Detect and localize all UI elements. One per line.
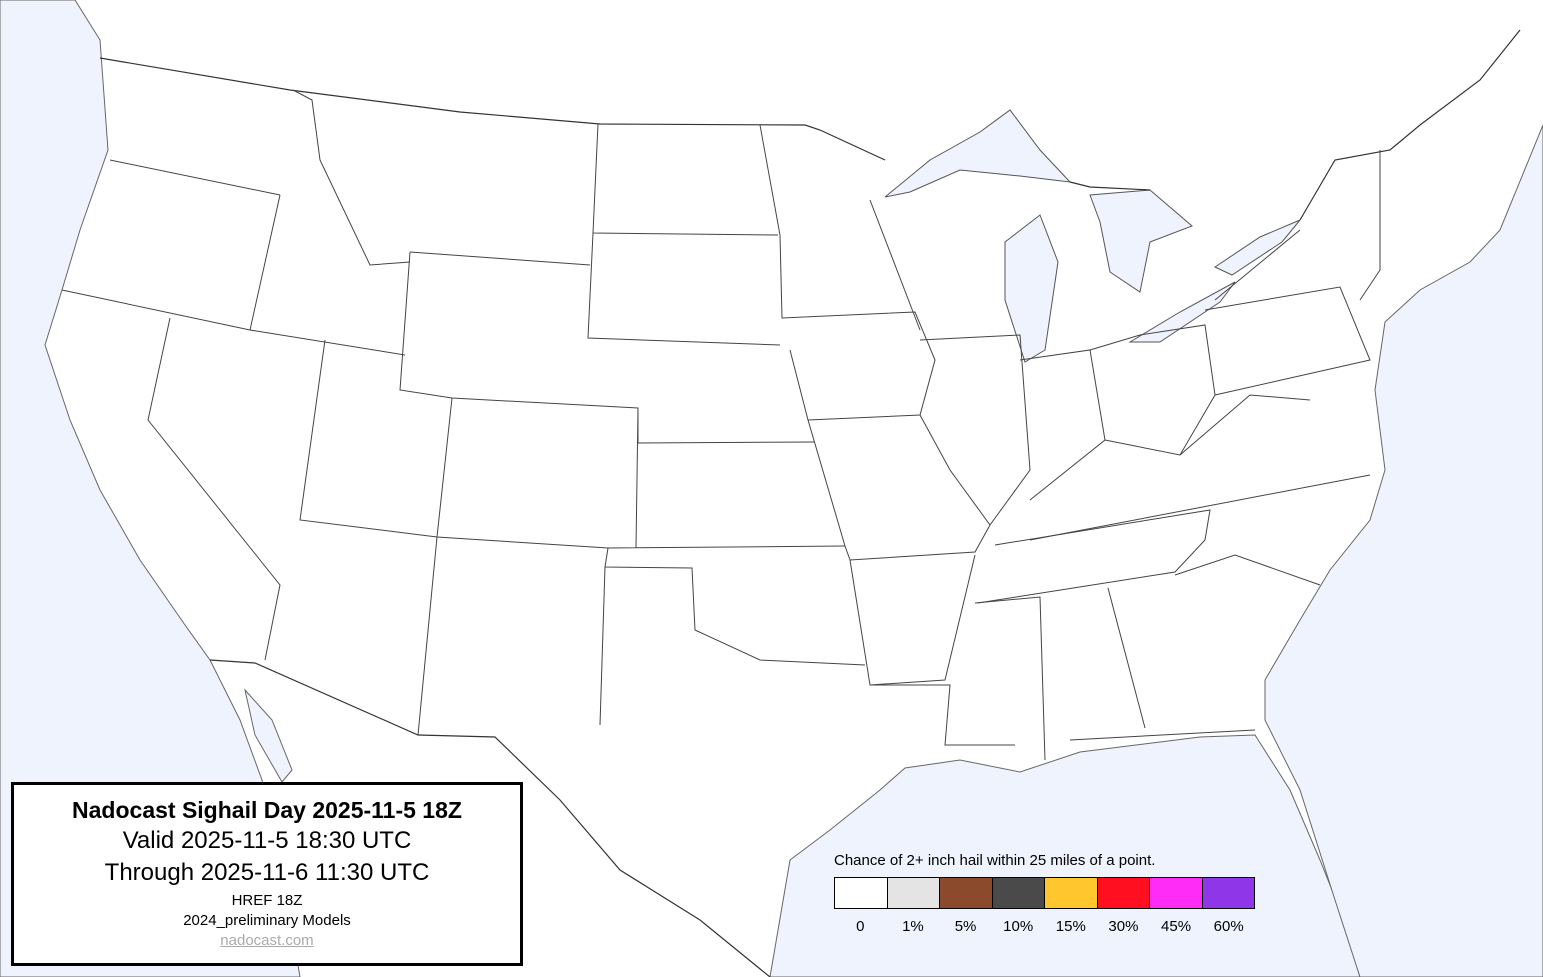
legend-swatch-45 <box>1150 878 1203 908</box>
lake-superior <box>884 109 1072 198</box>
model-run: HREF 18Z <box>231 892 303 909</box>
forecast-info-box: Nadocast Sighail Day 2025-11-5 18Z Valid… <box>11 782 523 966</box>
lake-erie <box>1128 281 1236 343</box>
site-link[interactable]: nadocast.com <box>220 932 314 949</box>
legend-labels: 0 1% 5% 10% 15% 30% 45% 60% <box>834 918 1255 935</box>
legend-swatch-10 <box>992 878 1045 908</box>
legend-label: 45% <box>1161 918 1192 935</box>
legend-swatch-1 <box>887 878 940 908</box>
legend-label: 15% <box>1055 918 1086 935</box>
legend-label: 0 <box>856 918 865 935</box>
models-version: 2024_preliminary Models <box>183 912 351 929</box>
great-lakes <box>884 109 1301 363</box>
lake-huron <box>1089 189 1193 293</box>
forecast-title: Nadocast Sighail Day 2025-11-5 18Z <box>72 797 462 823</box>
valid-time: Valid 2025-11-5 18:30 UTC <box>122 827 412 854</box>
state-borders <box>61 89 1381 761</box>
legend-label: 1% <box>902 918 924 935</box>
legend-swatch-5 <box>940 878 993 908</box>
legend-swatch-30 <box>1097 878 1150 908</box>
legend-label: 5% <box>954 918 977 935</box>
lake-michigan <box>1004 214 1059 363</box>
lake-ontario <box>1213 219 1301 276</box>
gulf-of-california <box>244 688 293 783</box>
legend-title: Chance of 2+ inch hail within 25 miles o… <box>834 852 1156 869</box>
legend-swatch-60 <box>1202 878 1254 908</box>
through-time: Through 2025-11-6 11:30 UTC <box>104 859 430 886</box>
legend-label: 30% <box>1108 918 1139 935</box>
legend-label: 10% <box>1003 918 1034 935</box>
international-borders <box>99 29 1521 977</box>
legend-label: 60% <box>1213 918 1244 935</box>
legend-swatch-0 <box>835 878 888 908</box>
probability-legend: Chance of 2+ inch hail within 25 miles o… <box>834 852 1255 935</box>
legend-swatch-15 <box>1045 878 1098 908</box>
legend-swatches <box>834 877 1255 909</box>
atlantic-ocean <box>1264 124 1543 977</box>
